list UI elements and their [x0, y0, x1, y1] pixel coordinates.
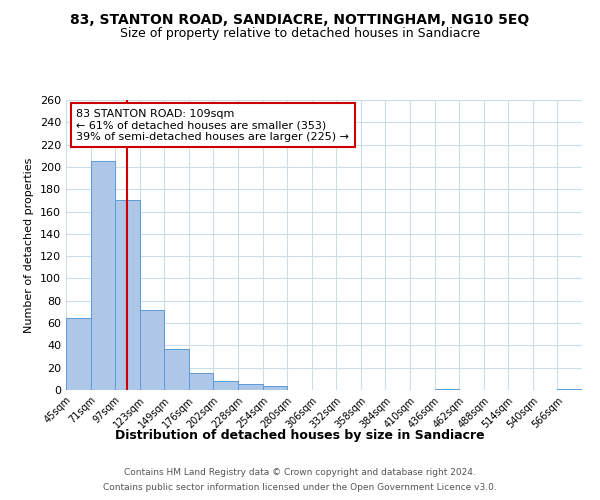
Bar — [164, 348, 189, 390]
Bar — [115, 200, 140, 390]
Bar — [557, 389, 582, 390]
Text: 83 STANTON ROAD: 109sqm
← 61% of detached houses are smaller (353)
39% of semi-d: 83 STANTON ROAD: 109sqm ← 61% of detache… — [76, 108, 349, 142]
Bar — [214, 381, 238, 390]
Bar — [189, 374, 214, 390]
Bar — [91, 162, 115, 390]
Text: Contains public sector information licensed under the Open Government Licence v3: Contains public sector information licen… — [103, 483, 497, 492]
Bar — [434, 389, 459, 390]
Text: Distribution of detached houses by size in Sandiacre: Distribution of detached houses by size … — [115, 428, 485, 442]
Text: Size of property relative to detached houses in Sandiacre: Size of property relative to detached ho… — [120, 28, 480, 40]
Bar — [238, 384, 263, 390]
Bar — [140, 310, 164, 390]
Text: 83, STANTON ROAD, SANDIACRE, NOTTINGHAM, NG10 5EQ: 83, STANTON ROAD, SANDIACRE, NOTTINGHAM,… — [70, 12, 530, 26]
Bar — [263, 386, 287, 390]
Y-axis label: Number of detached properties: Number of detached properties — [25, 158, 34, 332]
Text: Contains HM Land Registry data © Crown copyright and database right 2024.: Contains HM Land Registry data © Crown c… — [124, 468, 476, 477]
Bar — [66, 318, 91, 390]
